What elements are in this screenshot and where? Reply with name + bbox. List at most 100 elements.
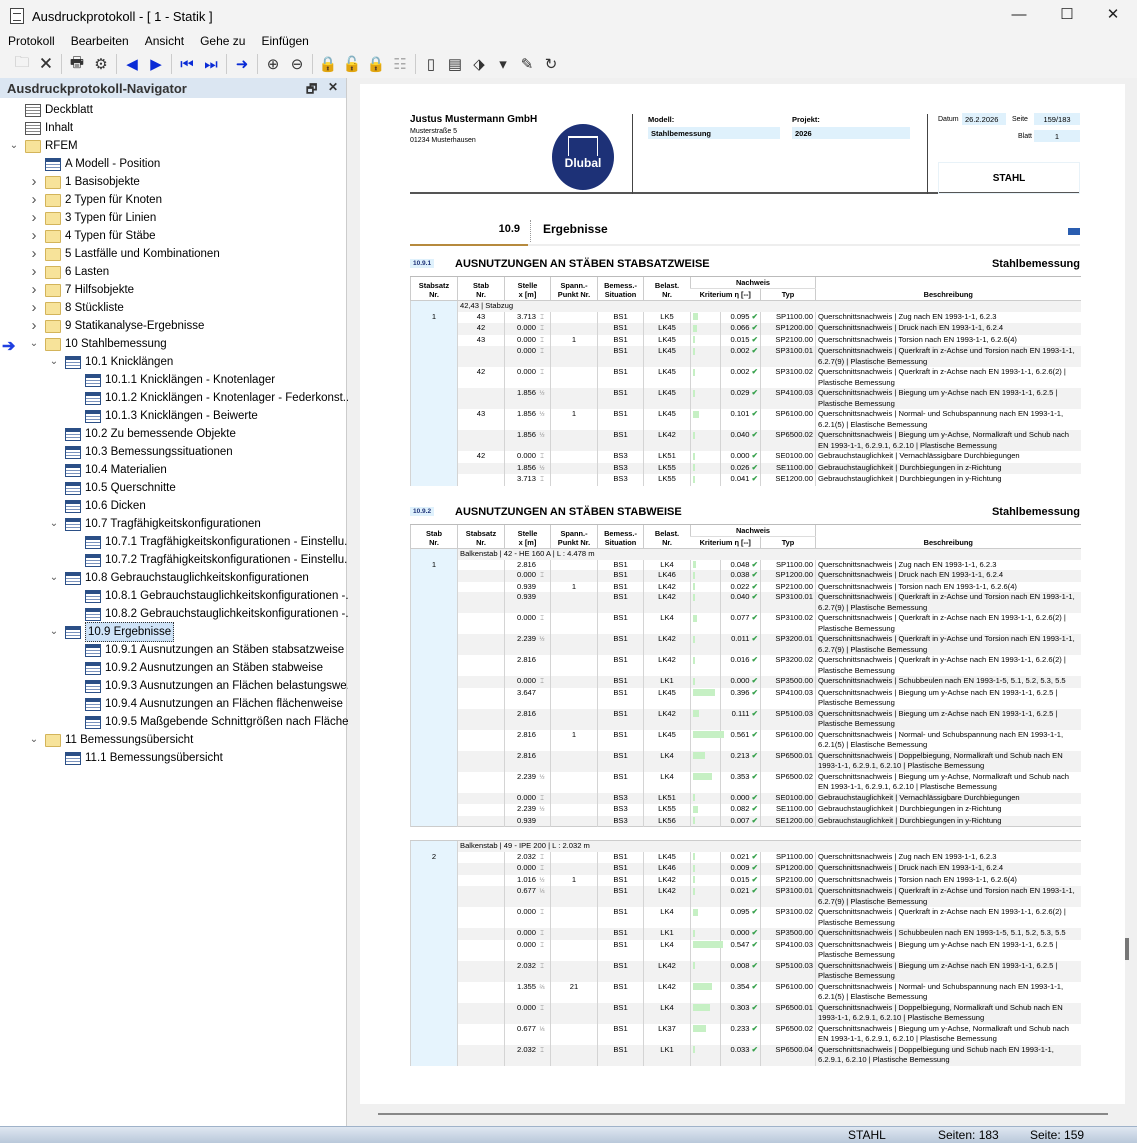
- print-button[interactable]: 🖶: [65, 53, 89, 75]
- table-row[interactable]: 3.647 BS1 LK45 0.396 ✔ SP4100.03 Querschnitts…: [410, 687, 1081, 709]
- chevron-down-icon[interactable]: ⌄: [49, 626, 59, 637]
- tree-item[interactable]: Deckblatt: [0, 101, 346, 119]
- dropdown-button[interactable]: ▾: [491, 53, 515, 75]
- table-row[interactable]: 2.816 BS1 LK4 0.213 ✔ SP6500.01 Querschnittsn…: [410, 750, 1081, 772]
- menu-gehe-zu[interactable]: Gehe zu: [200, 34, 246, 48]
- chevron-right-icon[interactable]: ›: [31, 299, 37, 316]
- tree-item[interactable]: 10.9.4 Ausnutzungen an Flächen flächenwe…: [0, 695, 346, 713]
- vertical-scrollbar[interactable]: [1125, 938, 1129, 960]
- tree-item[interactable]: › 7 Hilfsobjekte: [0, 281, 346, 299]
- restore-panel-button[interactable]: 🗗: [306, 82, 318, 96]
- table-row[interactable]: 0.000 ⌶ BS3 LK51 0.000 ✔ SE0100.00 Gebrauchsta…: [410, 792, 1081, 804]
- tree-item[interactable]: 10.5 Querschnitte: [0, 479, 346, 497]
- tree-item[interactable]: ⌄ 10.7 Tragfähigkeitskonfigurationen: [0, 515, 346, 533]
- tree-item[interactable]: › 4 Typen für Stäbe: [0, 227, 346, 245]
- next-page-button[interactable]: ▶: [144, 53, 168, 75]
- tree-item[interactable]: 10.9.3 Ausnutzungen an Flächen belastung…: [0, 677, 356, 695]
- table-row[interactable]: 2.816 BS1 LK42 0.111 ✔ SP5100.03 Querschnitts…: [410, 708, 1081, 730]
- goto-page-button[interactable]: ➜: [230, 53, 254, 75]
- tree-item[interactable]: Inhalt: [0, 119, 346, 137]
- tree-item[interactable]: › 6 Lasten: [0, 263, 346, 281]
- chevron-right-icon[interactable]: ›: [31, 245, 37, 262]
- table-row[interactable]: 1.856 ½ BS1 LK42 0.040 ✔ SP6500.02 Querschnitt…: [410, 430, 1081, 451]
- tree-item[interactable]: 11.1 Bemessungsübersicht: [0, 749, 346, 767]
- tree-item[interactable]: ⌄ RFEM: [0, 137, 346, 155]
- tree-item[interactable]: › 8 Stückliste: [0, 299, 346, 317]
- open-button[interactable]: 🗀: [10, 53, 34, 75]
- tree-item[interactable]: 10.4 Materialien: [0, 461, 346, 479]
- table-row[interactable]: 1.355 ⅔ 21 BS1 LK42 0.354 ✔ SP6100.00 Querschni…: [410, 981, 1081, 1003]
- tree-item[interactable]: › 2 Typen für Knoten: [0, 191, 346, 209]
- tree-item[interactable]: 10.2 Zu bemessende Objekte: [0, 425, 346, 443]
- print-settings-button[interactable]: ⚙: [89, 53, 113, 75]
- table-row[interactable]: 0.000 ⌶ BS1 LK46 0.038 ✔ SP1200.00 Querschnitt…: [410, 570, 1081, 582]
- tree-item[interactable]: 10.1.1 Knicklängen - Knotenlager: [0, 371, 346, 389]
- tree-item[interactable]: › 9 Statikanalyse-Ergebnisse: [0, 317, 346, 335]
- close-button[interactable]: ✕: [1106, 6, 1120, 23]
- table-row[interactable]: 0.939 1 BS1 LK42 0.022 ✔ SP2100.00 Querschnitt…: [410, 581, 1081, 592]
- chevron-right-icon[interactable]: ›: [31, 317, 37, 334]
- tree-item[interactable]: ⌄ 10.1 Knicklängen: [0, 353, 346, 371]
- last-page-button[interactable]: ⏭: [199, 53, 223, 75]
- export-button[interactable]: ⬗: [467, 53, 491, 75]
- table-row[interactable]: 1.856 ½ BS3 LK55 0.026 ✔ SE1100.00 Gebrauchsta…: [410, 462, 1081, 474]
- chevron-right-icon[interactable]: ›: [31, 173, 37, 190]
- tree-item[interactable]: ⌄ 10.8 Gebrauchstauglichkeitskonfiguratio…: [0, 569, 346, 587]
- lock-refresh-button[interactable]: 🔒: [364, 53, 388, 75]
- tree-item[interactable]: 10.9.5 Maßgebende Schnittgrößen nach Flä…: [0, 713, 349, 731]
- table-row[interactable]: 0.000 ⌶ BS1 LK45 0.002 ✔ SP3100.01 Querschnitt…: [410, 346, 1081, 367]
- book-icon[interactable]: [1068, 228, 1080, 235]
- chevron-down-icon[interactable]: ⌄: [49, 356, 59, 367]
- table-row[interactable]: 2.816 BS1 LK42 0.016 ✔ SP3200.02 Querschnitts…: [410, 655, 1081, 676]
- table-row[interactable]: 2.239 ½ BS1 LK4 0.353 ✔ SP6500.02 Querschnitts…: [410, 771, 1081, 793]
- table-row[interactable]: 0.677 ⅓ BS1 LK37 0.233 ✔ SP6500.02 Querschnitt…: [410, 1023, 1081, 1045]
- tree-item[interactable]: 10.8.2 Gebrauchstauglichkeitskonfigurati…: [0, 605, 355, 623]
- table-row[interactable]: 3.713 ⌶ BS3 LK55 0.041 ✔ SE1200.00 Gebrauchsta…: [410, 474, 1081, 486]
- maximize-button[interactable]: ☐: [1060, 6, 1074, 23]
- tree-item[interactable]: 10.7.2 Tragfähigkeitskonfigurationen - E…: [0, 551, 354, 569]
- table-row[interactable]: 2.032 ⌶ BS1 LK1 0.033 ✔ SP6500.04 Querschnitts…: [410, 1044, 1081, 1066]
- table-row[interactable]: 2.816 1 BS1 LK45 0.561 ✔ SP6100.00 Querschnitt…: [410, 729, 1081, 751]
- tree-item[interactable]: 10.3 Bemessungssituationen: [0, 443, 346, 461]
- tree-item[interactable]: ⌄ 10.9 Ergebnisse: [0, 622, 346, 642]
- table-row[interactable]: 43 0.000 ⌶ 1 BS1 LK45 0.015 ✔ SP2100.00 Querschn…: [410, 334, 1081, 346]
- tree-item[interactable]: 10.1.3 Knicklängen - Beiwerte: [0, 407, 346, 425]
- numbering-button[interactable]: ☷: [388, 53, 412, 75]
- chevron-down-icon[interactable]: ⌄: [49, 572, 59, 583]
- chevron-down-icon[interactable]: ⌄: [9, 140, 19, 151]
- table-row[interactable]: 43 1.856 ½ 1 BS1 LK45 0.101 ✔ SP6100.00 Querschn…: [410, 409, 1081, 430]
- chevron-down-icon[interactable]: ⌄: [29, 734, 39, 745]
- menu-einfügen[interactable]: Einfügen: [261, 34, 309, 48]
- header-button[interactable]: ▤: [443, 53, 467, 75]
- tree-item[interactable]: ⌄ 10 Stahlbemessung: [0, 335, 346, 353]
- tree-item[interactable]: 10.7.1 Tragfähigkeitskonfigurationen - E…: [0, 533, 354, 551]
- tree-item[interactable]: › 5 Lastfälle und Kombinationen: [0, 245, 346, 263]
- table-row[interactable]: 0.939 BS3 LK56 0.007 ✔ SE1200.00 Gebrauchstau…: [410, 815, 1081, 827]
- table-row[interactable]: 0.000 ⌶ BS1 LK46 0.009 ✔ SP1200.00 Querschnitt…: [410, 863, 1081, 875]
- tree-item[interactable]: ⌄ 11 Bemessungsübersicht: [0, 731, 346, 749]
- tree-item[interactable]: 10.1.2 Knicklängen - Knotenlager - Feder…: [0, 389, 352, 407]
- chevron-down-icon[interactable]: ⌄: [29, 338, 39, 349]
- table-row[interactable]: 1 2.816 BS1 LK4 0.048 ✔ SP1100.00 Querschnitts…: [410, 559, 1081, 570]
- table-row[interactable]: 42 0.000 ⌶ BS3 LK51 0.000 ✔ SE0100.00 Gebrauchs…: [410, 451, 1081, 463]
- table-row[interactable]: 1.856 ½ BS1 LK45 0.029 ✔ SP4100.03 Querschnitt…: [410, 388, 1081, 409]
- table-row[interactable]: 42 0.000 ⌶ BS1 LK45 0.002 ✔ SP3100.02 Querschni…: [410, 367, 1081, 388]
- table-row[interactable]: 0.000 ⌶ BS1 LK4 0.303 ✔ SP6500.01 Querschnitts…: [410, 1002, 1081, 1024]
- table-row[interactable]: 0.000 ⌶ BS1 LK1 0.000 ✔ SP3500.00 Querschnitts…: [410, 928, 1081, 940]
- chevron-right-icon[interactable]: ›: [31, 227, 37, 244]
- lock-button[interactable]: 🔒: [316, 53, 340, 75]
- table-row[interactable]: 2.239 ½ BS3 LK55 0.082 ✔ SE1100.00 Gebrauchsta…: [410, 804, 1081, 816]
- refresh-button[interactable]: ↻: [539, 53, 563, 75]
- tree-item[interactable]: › 1 Basisobjekte: [0, 173, 346, 191]
- chevron-right-icon[interactable]: ›: [31, 191, 37, 208]
- table-row[interactable]: 0.000 ⌶ BS1 LK4 0.077 ✔ SP3100.02 Querschnitts…: [410, 613, 1081, 634]
- chevron-right-icon[interactable]: ›: [31, 281, 37, 298]
- table-row[interactable]: 2.239 ½ BS1 LK42 0.011 ✔ SP3200.01 Querschnitt…: [410, 634, 1081, 655]
- tree-item[interactable]: A Modell - Position: [0, 155, 346, 173]
- table-row[interactable]: 1.016 ½ 1 BS1 LK42 0.015 ✔ SP2100.00 Querschnit…: [410, 874, 1081, 886]
- tree-item[interactable]: 10.9.2 Ausnutzungen an Stäben stabweise: [0, 659, 346, 677]
- horizontal-scrollbar[interactable]: [378, 1113, 1108, 1115]
- tree-item[interactable]: 10.6 Dicken: [0, 497, 346, 515]
- minimize-button[interactable]: —: [1011, 6, 1027, 23]
- edit-button[interactable]: ✎: [515, 53, 539, 75]
